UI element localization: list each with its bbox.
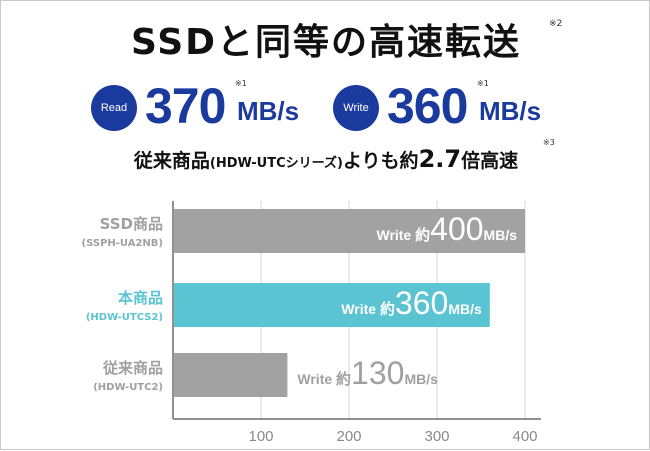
category-label: 従来商品	[102, 359, 163, 377]
comparison-number: 2.7	[418, 145, 462, 173]
x-tick-label: 200	[336, 428, 361, 445]
bar	[173, 283, 490, 327]
comparison-footnote: ※3	[543, 138, 555, 147]
category-sublabel: (SSPH-UA2NB)	[82, 238, 163, 249]
category-sublabel: (HDW-UTC2)	[93, 382, 163, 393]
read-badge: Read	[91, 85, 137, 131]
comparison-text: 従来商品(HDW-UTCシリーズ)よりも約2.7倍高速	[1, 145, 650, 173]
x-tick-label: 400	[512, 428, 537, 445]
comparison-tail: 倍高速	[461, 150, 519, 172]
category-label: SSD商品	[100, 215, 163, 233]
read-speed-unit: MB/s	[237, 96, 300, 126]
write-badge: Write	[333, 85, 379, 131]
comparison-lead: 従来商品	[133, 150, 210, 172]
read-speed-footnote: ※1	[235, 79, 247, 88]
comparison-mid: よりも約	[342, 150, 419, 172]
read-speed-value: 370	[145, 78, 226, 134]
x-tick-label: 300	[424, 428, 449, 445]
bar	[173, 209, 525, 253]
headline: SSDと同等の高速転送	[130, 22, 522, 63]
category-sublabel: (HDW-UTCS2)	[86, 312, 163, 323]
comparison-series: (HDW-UTCシリーズ)	[209, 156, 343, 171]
write-speed-footnote: ※1	[477, 79, 489, 88]
bar-value-label: Write 約130MB/s	[297, 355, 438, 391]
bar	[173, 353, 288, 397]
category-label: 本商品	[118, 289, 163, 307]
bar-value-label: Write 約400MB/s	[377, 211, 518, 247]
bar-value-label: Write 約360MB/s	[341, 285, 482, 321]
headline-footnote: ※2	[549, 19, 563, 29]
write-speed-unit: MB/s	[479, 96, 542, 126]
write-speed-value: 360	[387, 78, 468, 134]
x-tick-label: 100	[248, 428, 273, 445]
